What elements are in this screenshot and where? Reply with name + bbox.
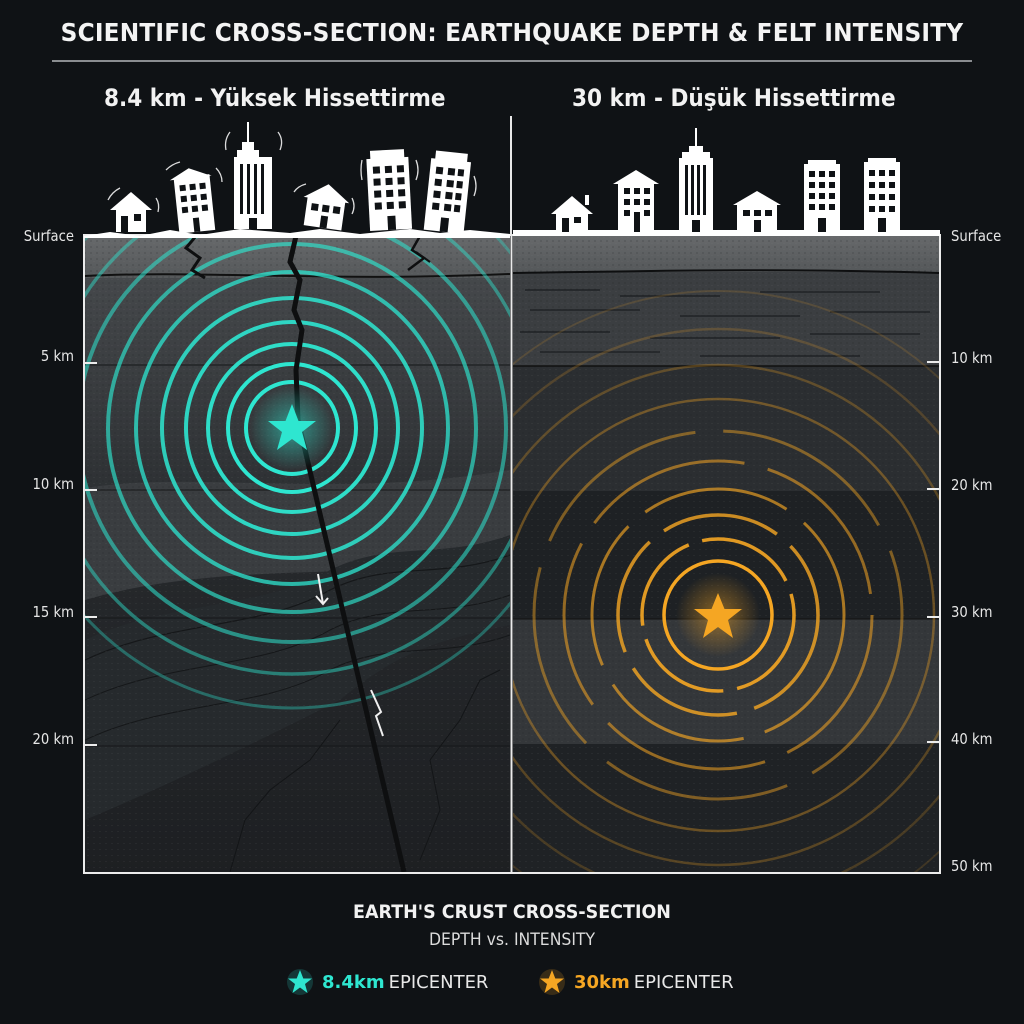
apartment-icon bbox=[613, 170, 659, 232]
depth-label-right-10km: 10 km bbox=[951, 349, 993, 367]
caption-subtitle: DEPTH vs. INTENSITY bbox=[428, 930, 596, 950]
legend-label-deep: EPICENTER bbox=[633, 971, 734, 993]
depth-label-left-15km: 15 km bbox=[32, 603, 74, 621]
epicenter-star-shallow-icon bbox=[268, 404, 316, 450]
shake-lines-icon bbox=[107, 131, 477, 215]
depth-label-right-30km: 30 km bbox=[951, 603, 993, 621]
panel-title-deep: 30 km - Düşük Hissettirme bbox=[572, 84, 896, 112]
epicenter-star-deep-icon bbox=[694, 593, 742, 638]
depth-label-left-10km: 10 km bbox=[32, 475, 74, 493]
house-wide-icon bbox=[733, 191, 781, 232]
house-damaged-icon bbox=[110, 192, 152, 232]
apartment-tall-icon bbox=[804, 160, 840, 232]
depth-label-right-50km: 50 km bbox=[951, 857, 993, 875]
skyscraper-icon bbox=[679, 128, 713, 232]
depth-label-left-20km: 20 km bbox=[32, 730, 74, 748]
star-icon bbox=[539, 969, 565, 995]
caption-title: EARTH'S CRUST CROSS-SECTION bbox=[353, 901, 671, 923]
depth-label-left-5km: 5 km bbox=[40, 347, 74, 365]
legend-value-deep: 30km bbox=[574, 971, 630, 993]
legend-label-shallow: EPICENTER bbox=[388, 971, 489, 993]
skyline-intact bbox=[513, 128, 940, 236]
legend-item-shallow: 8.4km EPICENTER bbox=[286, 968, 488, 996]
star-icon bbox=[287, 969, 313, 995]
slip-arrow-down-icon bbox=[315, 573, 329, 606]
apartment-tall-cracked-icon bbox=[366, 149, 413, 231]
depth-ticks-left bbox=[84, 362, 97, 746]
shallow-quake-panel bbox=[85, 236, 510, 872]
apartment-damaged-icon bbox=[169, 168, 216, 234]
deep-quake-panel bbox=[513, 236, 939, 872]
apartment-tall-2-icon bbox=[864, 158, 900, 232]
seismic-waves-shallow bbox=[85, 236, 510, 710]
house-cracked-icon bbox=[303, 184, 350, 231]
seismic-waves-deep bbox=[513, 290, 939, 872]
depth-label-left-surface: Surface bbox=[23, 227, 75, 245]
title-divider bbox=[52, 60, 972, 62]
panel-title-shallow: 8.4 km - Yüksek Hissettirme bbox=[104, 84, 446, 112]
skyline-damaged bbox=[84, 122, 510, 238]
slip-arrow-up-icon bbox=[370, 689, 384, 737]
depth-label-right-40km: 40 km bbox=[951, 730, 993, 748]
depth-ticks-right bbox=[927, 361, 940, 743]
legend-value-shallow: 8.4km bbox=[322, 971, 385, 993]
house-icon bbox=[551, 195, 593, 232]
legend-item-deep: 30km EPICENTER bbox=[538, 968, 734, 996]
panel-divider bbox=[510, 116, 512, 234]
main-title: SCIENTIFIC CROSS-SECTION: EARTHQUAKE DEP… bbox=[60, 18, 964, 47]
apartment-tall-leaning-icon bbox=[423, 150, 472, 234]
depth-label-right-surface: Surface bbox=[951, 227, 1002, 245]
depth-label-right-20km: 20 km bbox=[951, 476, 993, 494]
skyscraper-shaking-icon bbox=[234, 122, 272, 229]
